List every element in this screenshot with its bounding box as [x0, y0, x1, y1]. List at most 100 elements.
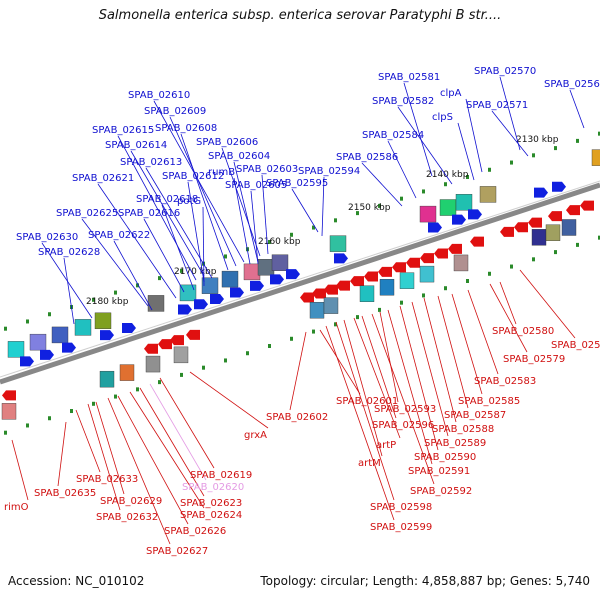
reverse-gene-arrow — [2, 390, 16, 401]
reverse-label-line — [159, 377, 215, 469]
forward-gene-label: SPAB_02584 — [362, 130, 424, 141]
reverse-gene-arrow — [528, 217, 542, 228]
reverse-gene-label: artM — [358, 458, 381, 469]
forward-gene-label: SPAB_02610 — [128, 90, 190, 101]
forward-gene-label: SPAB_02595 — [266, 178, 328, 189]
forward-gene-label: SPAB_02594 — [298, 166, 360, 177]
reverse-gene-label: SPAB_02623 — [180, 498, 242, 509]
reverse-label-line — [437, 295, 469, 409]
forward-label-line — [569, 89, 585, 129]
reverse-gene-arrow — [364, 271, 378, 282]
ruler-kbp-label: 2150 kbp — [348, 203, 391, 213]
forward-label-line — [387, 140, 417, 199]
forward-label-line — [233, 177, 251, 265]
reverse-label-line — [117, 395, 189, 525]
genome-summary-text: Topology: circular; Length: 4,858,887 bp… — [260, 574, 590, 588]
reverse-label-line — [289, 331, 307, 411]
reverse-feature-box — [561, 219, 577, 236]
reverse-label-line — [75, 409, 101, 473]
reverse-feature-box — [419, 265, 435, 283]
forward-gene-label: clpS — [432, 112, 453, 123]
ruler-tick-lower — [48, 416, 51, 421]
forward-feature-box — [29, 333, 47, 351]
forward-gene-arrow — [552, 181, 566, 192]
reverse-gene-label: SPAB_02583 — [474, 376, 536, 387]
forward-label-line — [63, 257, 75, 325]
forward-gene-label: SPAB_02630 — [16, 232, 78, 243]
forward-gene-arrow — [286, 269, 300, 280]
reverse-label-line — [353, 317, 401, 439]
reverse-feature-box — [453, 254, 469, 272]
reverse-label-line — [371, 313, 435, 485]
forward-gene-label: SPAB_02612 — [162, 171, 224, 182]
forward-gene-label: SPAB_02609 — [144, 106, 206, 117]
reverse-gene-arrow — [406, 257, 420, 268]
forward-gene-label: SPAB_02571 — [466, 100, 528, 111]
forward-gene-label: SPAB_02603 — [236, 164, 298, 175]
ruler-tick-lower — [554, 250, 557, 255]
reverse-gene-label: grxA — [244, 430, 267, 441]
ruler-tick-upper — [422, 189, 425, 194]
reverse-feature-box — [545, 224, 561, 241]
ruler-tick-upper — [48, 312, 51, 317]
forward-label-line — [113, 240, 153, 311]
forward-gene-label: rumB — [208, 167, 235, 178]
reverse-label-line — [379, 311, 399, 403]
ruler-tick-upper — [554, 146, 557, 151]
pseudo-gene-label: SPAB_02620 — [182, 482, 244, 493]
reverse-label-line — [139, 387, 205, 497]
ruler-tick-upper — [268, 240, 271, 245]
forward-feature-box — [51, 326, 69, 344]
ruler-tick-upper — [378, 203, 381, 208]
forward-feature-box — [271, 254, 289, 271]
reverse-gene-arrow — [420, 253, 434, 264]
forward-label-line — [491, 110, 529, 157]
forward-gene-arrow — [468, 209, 482, 220]
forward-feature-box — [179, 284, 197, 302]
ruler-tick-upper — [4, 326, 7, 331]
forward-feature-box — [7, 341, 25, 358]
forward-gene-label: SPAB_02614 — [105, 140, 167, 151]
reverse-label-line — [467, 289, 499, 375]
forward-gene-arrow — [250, 280, 264, 291]
reverse-feature-box — [323, 297, 339, 314]
forward-gene-arrow — [100, 330, 114, 341]
ruler-tick-lower — [576, 242, 579, 247]
reverse-gene-label: SPAB_02599 — [370, 522, 432, 533]
ruler-tick-lower — [598, 235, 600, 240]
forward-gene-label: SPAB_02605 — [225, 180, 287, 191]
forward-gene-arrow — [62, 342, 76, 353]
reverse-feature-box — [145, 355, 161, 373]
forward-gene-label: SPAB_02586 — [336, 152, 398, 163]
reverse-gene-arrow — [566, 205, 580, 216]
forward-gene-arrow — [178, 304, 192, 315]
forward-gene-label: SPAB_02608 — [155, 123, 217, 134]
forward-label-line — [465, 98, 483, 173]
reverse-gene-label: SPAB_02580 — [492, 326, 554, 337]
forward-label-line — [233, 161, 259, 263]
forward-feature-box — [479, 186, 497, 203]
ruler-tick-lower — [378, 307, 381, 312]
label-leader-lines — [11, 76, 585, 545]
ruler-kbp-label: 2160 kbp — [258, 237, 301, 247]
reverse-gene-label: SPAB_02632 — [96, 512, 158, 523]
forward-label-line — [221, 147, 261, 257]
ruler-tick-upper — [26, 319, 29, 324]
reverse-gene-arrow — [170, 335, 184, 346]
reverse-gene-arrow — [548, 211, 562, 222]
reverse-label-line — [387, 309, 433, 465]
forward-label-line — [97, 183, 177, 299]
forward-feature-box — [74, 319, 92, 336]
feature-tracks — [1, 149, 600, 420]
map-title: Salmonella enterica subsp. enterica sero… — [98, 8, 502, 23]
ruler-tick-lower — [158, 380, 161, 385]
ruler-tick-lower — [400, 300, 403, 305]
forward-label-line — [117, 135, 197, 281]
reverse-gene-label: SPAB_02602 — [266, 412, 328, 423]
forward-gene-arrow — [20, 356, 34, 367]
ruler-ticks: 2130 kbp 2140 kbp 2150 kbp 2160 kbp 2170 kbp… — [4, 131, 600, 435]
reverse-feature-box — [309, 302, 325, 319]
accession-text: Accession: NC_010102 — [8, 574, 145, 588]
forward-gene-arrow — [270, 274, 284, 285]
